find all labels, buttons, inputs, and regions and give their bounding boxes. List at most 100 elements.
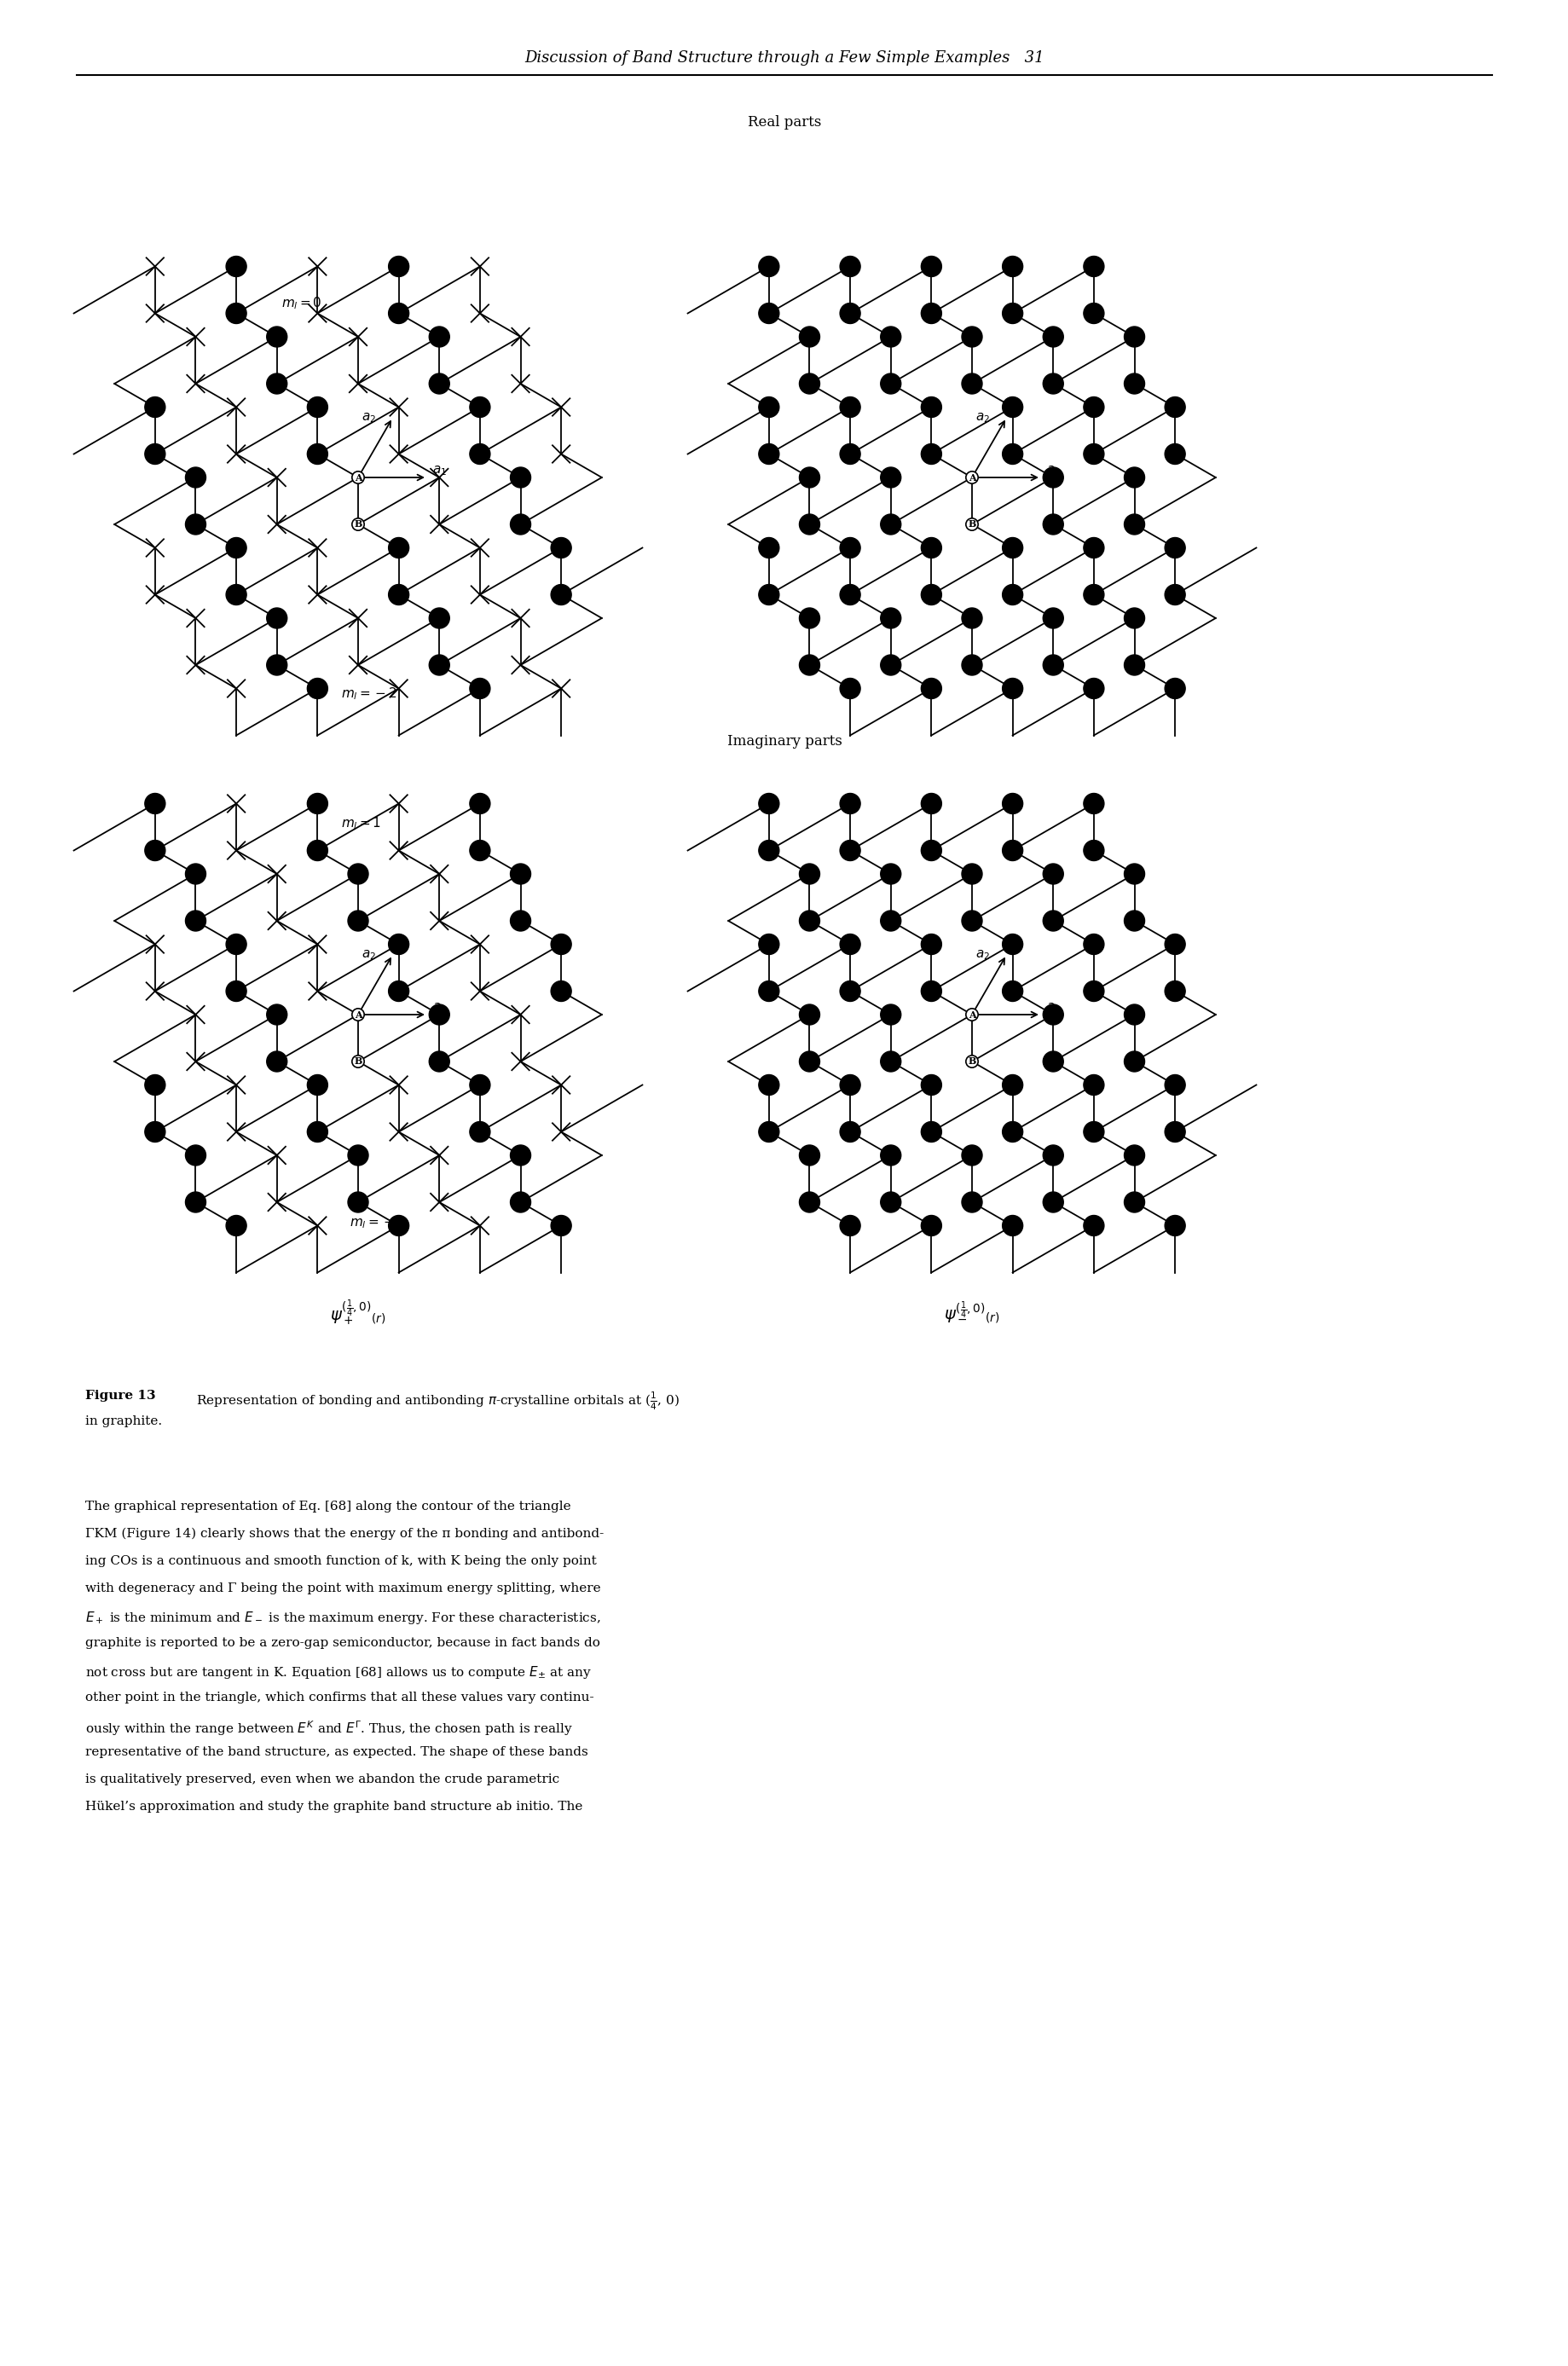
Circle shape	[1124, 466, 1145, 487]
Circle shape	[1002, 1074, 1022, 1095]
Circle shape	[1043, 911, 1063, 932]
Circle shape	[226, 537, 246, 558]
Circle shape	[759, 256, 779, 277]
Circle shape	[307, 679, 328, 698]
Circle shape	[226, 982, 246, 1001]
Circle shape	[759, 537, 779, 558]
Circle shape	[759, 982, 779, 1001]
Text: A: A	[967, 1010, 975, 1020]
Circle shape	[920, 584, 941, 606]
Text: $E_+$ is the minimum and $E_-$ is the maximum energy. For these characteristics,: $E_+$ is the minimum and $E_-$ is the ma…	[85, 1609, 601, 1625]
Circle shape	[880, 1192, 900, 1211]
Text: A: A	[967, 473, 975, 483]
Circle shape	[1083, 982, 1104, 1001]
Circle shape	[961, 1145, 982, 1166]
Circle shape	[1083, 584, 1104, 606]
Circle shape	[469, 1121, 489, 1143]
Circle shape	[1043, 327, 1063, 348]
Circle shape	[880, 608, 900, 629]
Circle shape	[961, 911, 982, 932]
Circle shape	[550, 935, 571, 953]
Circle shape	[267, 608, 287, 629]
Circle shape	[1163, 1121, 1185, 1143]
Circle shape	[348, 1192, 368, 1211]
Circle shape	[1043, 1006, 1063, 1024]
Circle shape	[185, 864, 205, 885]
Circle shape	[1002, 793, 1022, 814]
Circle shape	[839, 840, 859, 861]
Circle shape	[1043, 1051, 1063, 1072]
Circle shape	[1002, 584, 1022, 606]
Circle shape	[389, 935, 409, 953]
Circle shape	[880, 1006, 900, 1024]
Text: A: A	[354, 1010, 362, 1020]
Circle shape	[920, 303, 941, 324]
Circle shape	[798, 513, 820, 535]
Circle shape	[1163, 935, 1185, 953]
Circle shape	[1083, 1121, 1104, 1143]
Circle shape	[185, 911, 205, 932]
Circle shape	[144, 397, 165, 416]
Circle shape	[839, 584, 859, 606]
Circle shape	[798, 655, 820, 674]
Circle shape	[267, 374, 287, 393]
Circle shape	[920, 840, 941, 861]
Circle shape	[348, 1145, 368, 1166]
Text: Real parts: Real parts	[748, 114, 820, 130]
Circle shape	[430, 374, 450, 393]
Circle shape	[1002, 303, 1022, 324]
Circle shape	[839, 679, 859, 698]
Circle shape	[550, 982, 571, 1001]
Circle shape	[961, 655, 982, 674]
Circle shape	[1002, 935, 1022, 953]
Circle shape	[430, 608, 450, 629]
Circle shape	[267, 655, 287, 674]
Circle shape	[1163, 397, 1185, 416]
Circle shape	[839, 1074, 859, 1095]
Circle shape	[759, 793, 779, 814]
Circle shape	[1083, 1074, 1104, 1095]
Circle shape	[759, 840, 779, 861]
Circle shape	[510, 1192, 530, 1211]
Circle shape	[1043, 374, 1063, 393]
Text: is qualitatively preserved, even when we abandon the crude parametric: is qualitatively preserved, even when we…	[85, 1774, 560, 1786]
Circle shape	[430, 1006, 450, 1024]
Circle shape	[226, 1216, 246, 1235]
Circle shape	[1083, 840, 1104, 861]
Circle shape	[469, 679, 489, 698]
Circle shape	[1043, 864, 1063, 885]
Circle shape	[1043, 466, 1063, 487]
Circle shape	[1002, 537, 1022, 558]
Circle shape	[226, 584, 246, 606]
Circle shape	[1163, 1216, 1185, 1235]
Circle shape	[1002, 1216, 1022, 1235]
Text: representative of the band structure, as expected. The shape of these bands: representative of the band structure, as…	[85, 1746, 588, 1758]
Circle shape	[920, 793, 941, 814]
Circle shape	[348, 864, 368, 885]
Circle shape	[1002, 1121, 1022, 1143]
Circle shape	[1002, 256, 1022, 277]
Text: B: B	[967, 521, 975, 530]
Circle shape	[920, 397, 941, 416]
Circle shape	[185, 513, 205, 535]
Circle shape	[839, 303, 859, 324]
Circle shape	[880, 327, 900, 348]
Circle shape	[1163, 1074, 1185, 1095]
Circle shape	[798, 327, 820, 348]
Circle shape	[1083, 1216, 1104, 1235]
Circle shape	[839, 256, 859, 277]
Circle shape	[1083, 793, 1104, 814]
Text: $m_l=-1$: $m_l=-1$	[350, 1214, 406, 1230]
Circle shape	[1124, 911, 1145, 932]
Text: $a_1$: $a_1$	[433, 464, 447, 478]
Circle shape	[961, 864, 982, 885]
Circle shape	[550, 537, 571, 558]
Circle shape	[1124, 327, 1145, 348]
Circle shape	[961, 327, 982, 348]
Text: $\psi_-^{(\frac{1}{4},0)}{}_{(r)}$: $\psi_-^{(\frac{1}{4},0)}{}_{(r)}$	[944, 1299, 999, 1325]
Circle shape	[510, 864, 530, 885]
Circle shape	[1163, 679, 1185, 698]
Circle shape	[759, 303, 779, 324]
Circle shape	[920, 679, 941, 698]
Circle shape	[1124, 374, 1145, 393]
